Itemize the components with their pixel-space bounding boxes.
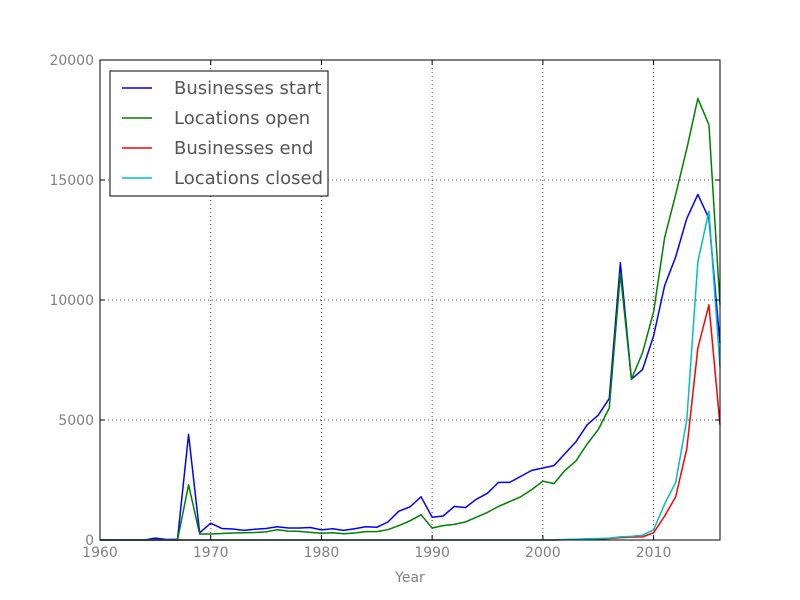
y-tick-label: 0 [85,533,94,549]
legend-label-locations-open: Locations open [174,108,310,129]
y-tick-label: 15000 [49,173,94,189]
legend-label-businesses-start: Businesses start [174,78,321,99]
axis-ticks: 1960 1970 1980 1990 2000 2010 0 5000 10000 15000 2… [49,53,720,561]
y-tick-label: 5000 [58,413,94,429]
legend: Businesses start Locations open Businesses… [109,70,329,197]
x-tick-label: 1990 [414,545,450,561]
y-tick-label: 10000 [49,293,94,309]
series-line-locations-closed [100,210,721,541]
series-line-locations-open [100,97,721,541]
x-tick-label: 2000 [525,545,561,561]
legend-box [109,70,329,197]
y-tick-label: 20000 [49,53,94,69]
x-tick-label: 1970 [193,545,229,561]
x-tick-label: 1960 [82,545,118,561]
legend-label-businesses-end: Businesses end [174,138,313,159]
series-line-businesses-start [100,193,721,541]
x-tick-label: 1980 [304,545,340,561]
x-axis-label: Year [394,570,425,586]
legend-label-locations-closed: Locations closed [174,168,323,189]
x-tick-label: 2010 [636,545,672,561]
